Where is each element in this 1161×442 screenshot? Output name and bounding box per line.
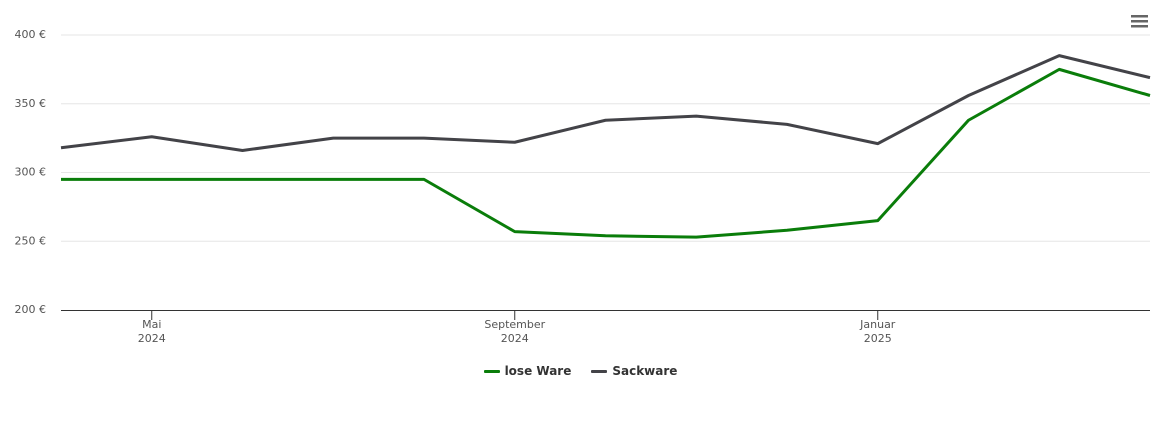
legend-swatch (483, 369, 500, 373)
x-tick-label: Mai 2024 (137, 318, 166, 345)
legend-item[interactable]: lose Ware (483, 364, 572, 378)
y-tick-label: 400 € (15, 28, 47, 41)
menu-button[interactable] (1131, 15, 1148, 28)
line (61, 67, 1151, 239)
y-tick-label: 350 € (15, 97, 47, 110)
x-tick-label: September 2024 (484, 318, 546, 345)
y-tick-label: 200 € (15, 303, 47, 316)
y-tick-label: 300 € (15, 166, 47, 179)
line (60, 54, 1151, 152)
legend: lose Ware Sackware (0, 364, 1161, 378)
x-tick-label: Januar 2025 (860, 318, 896, 345)
y-tick-label: 250 € (15, 234, 47, 247)
legend-swatch (591, 369, 608, 373)
legend-label: lose Ware (504, 364, 572, 378)
legend-item[interactable]: Sackware (591, 364, 677, 378)
legend-label: Sackware (612, 364, 678, 378)
